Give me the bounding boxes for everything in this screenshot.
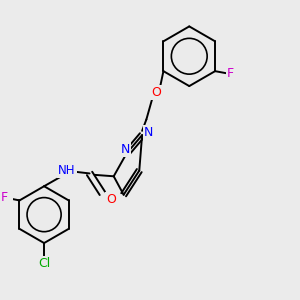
Text: O: O	[152, 86, 161, 99]
Text: Cl: Cl	[38, 257, 50, 270]
Text: N: N	[144, 126, 153, 139]
Text: O: O	[106, 193, 116, 206]
Text: F: F	[0, 191, 8, 204]
Text: F: F	[227, 68, 234, 80]
Text: NH: NH	[58, 164, 76, 177]
Text: N: N	[120, 143, 130, 156]
